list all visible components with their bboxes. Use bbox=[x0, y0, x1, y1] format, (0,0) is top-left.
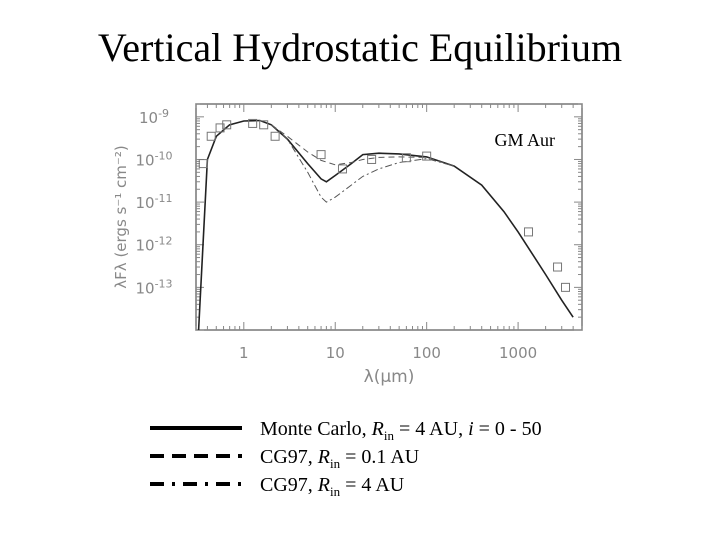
legend-label-part: = 4 AU bbox=[340, 474, 405, 496]
legend-label-part: = 4 AU, bbox=[394, 418, 469, 440]
series-layer bbox=[197, 119, 574, 331]
legend-label-part: in bbox=[330, 456, 341, 471]
legend-label-part: CG97, bbox=[260, 474, 318, 496]
legend-item: CG97, Rin = 4 AU bbox=[150, 472, 670, 500]
observed-point bbox=[248, 118, 258, 128]
legend-swatch bbox=[150, 454, 242, 458]
legend-label-part: Monte Carlo, bbox=[260, 418, 372, 440]
observed-points bbox=[198, 118, 571, 292]
observed-point bbox=[422, 151, 432, 161]
observed-point bbox=[222, 120, 232, 130]
legend-label-part: in bbox=[330, 484, 341, 499]
plot-frame bbox=[195, 103, 583, 331]
legend-swatch bbox=[150, 426, 242, 430]
legend-label: Monte Carlo, Rin = 4 AU, i = 0 - 50 bbox=[260, 416, 542, 449]
legend-swatch bbox=[150, 482, 242, 486]
legend-label-part: CG97, bbox=[260, 446, 318, 468]
series-line-1 bbox=[197, 119, 574, 331]
legend-label-part: R bbox=[317, 446, 331, 468]
legend-label-part: i bbox=[468, 418, 474, 440]
legend-label: CG97, Rin = 4 AU bbox=[260, 472, 404, 505]
observed-point bbox=[401, 153, 411, 163]
legend-item: CG97, Rin = 0.1 AU bbox=[150, 444, 670, 472]
observed-point bbox=[198, 159, 208, 169]
legend-label-part: = 0 - 50 bbox=[473, 418, 542, 440]
legend-label-part: in bbox=[383, 428, 394, 443]
x-tick-label: 100 bbox=[412, 344, 441, 362]
x-axis-label: λ(μm) bbox=[364, 367, 415, 387]
x-tick-label: 10 bbox=[326, 344, 345, 362]
legend-item: Monte Carlo, Rin = 4 AU, i = 0 - 50 bbox=[150, 416, 670, 444]
series-line-2 bbox=[271, 124, 455, 167]
y-tick-label: 10-12 bbox=[135, 235, 172, 255]
x-ticks: 1 10 100 1000 bbox=[195, 104, 583, 362]
y-axis-label: λFλ (ergs s⁻¹ cm⁻²) bbox=[112, 145, 130, 288]
series-line-3 bbox=[270, 124, 455, 203]
y-tick-label: 10-13 bbox=[135, 277, 172, 297]
y-tick-label: 10-10 bbox=[135, 149, 172, 169]
legend-label-part: = 0.1 AU bbox=[340, 446, 420, 468]
y-tick-label: 10-9 bbox=[139, 107, 169, 127]
y-tick-label: 10-11 bbox=[135, 192, 172, 212]
observed-point bbox=[316, 150, 326, 160]
observed-point bbox=[337, 164, 347, 174]
observed-point bbox=[259, 120, 269, 130]
observed-point bbox=[215, 123, 225, 133]
observed-point bbox=[367, 154, 377, 164]
legend-label-part: R bbox=[317, 474, 331, 496]
observed-point bbox=[553, 262, 563, 272]
observed-point bbox=[524, 227, 534, 237]
observed-point bbox=[270, 131, 280, 141]
legend-label-part: R bbox=[371, 418, 384, 440]
observed-point bbox=[206, 131, 216, 141]
x-tick-label: 1 bbox=[239, 344, 249, 362]
slide-title: Vertical Hydrostatic Equilibrium bbox=[97, 25, 623, 70]
observed-point bbox=[561, 282, 571, 292]
chart-annotation: GM Aur bbox=[494, 130, 555, 150]
legend-label: CG97, Rin = 0.1 AU bbox=[260, 444, 419, 477]
sed-chart: 1 10 100 1000 10-13 10-12 10-11 10-10 10-9 GM A… bbox=[112, 103, 583, 387]
legend: Monte Carlo, Rin = 4 AU, i = 0 - 50 CG97,… bbox=[150, 416, 670, 500]
x-tick-label: 1000 bbox=[499, 344, 537, 362]
